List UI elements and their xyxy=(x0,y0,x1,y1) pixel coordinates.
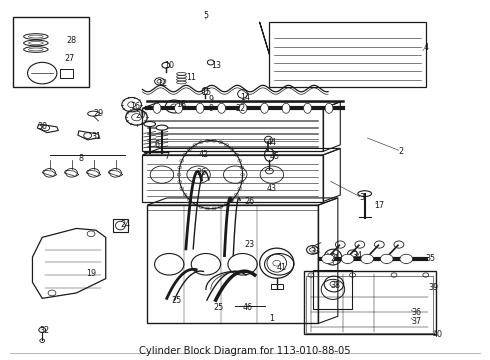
Text: 43: 43 xyxy=(267,184,277,193)
Text: 2: 2 xyxy=(399,147,404,156)
Text: 40: 40 xyxy=(433,330,443,339)
Bar xyxy=(143,108,323,151)
Text: 19: 19 xyxy=(86,269,96,278)
Text: 36: 36 xyxy=(411,308,421,317)
Bar xyxy=(13,17,89,87)
Text: 35: 35 xyxy=(426,255,436,264)
Ellipse shape xyxy=(174,103,182,113)
Ellipse shape xyxy=(239,103,247,113)
Text: 1: 1 xyxy=(270,314,274,323)
Bar xyxy=(314,270,352,309)
Text: 25: 25 xyxy=(213,303,223,312)
Text: 14: 14 xyxy=(240,93,250,102)
Text: 15: 15 xyxy=(201,87,211,96)
Text: 44: 44 xyxy=(267,138,277,147)
Text: 32: 32 xyxy=(40,326,49,335)
Bar xyxy=(113,220,128,232)
Text: 9: 9 xyxy=(208,95,213,104)
Text: 39: 39 xyxy=(428,283,438,292)
Text: 17: 17 xyxy=(374,201,385,210)
Ellipse shape xyxy=(361,254,373,264)
Text: 24: 24 xyxy=(120,220,130,229)
Text: 29: 29 xyxy=(93,109,103,118)
Text: 4: 4 xyxy=(423,43,428,52)
Ellipse shape xyxy=(380,254,393,264)
Ellipse shape xyxy=(341,254,354,264)
Text: 46: 46 xyxy=(243,303,252,312)
Text: 33: 33 xyxy=(311,247,321,256)
Text: 25: 25 xyxy=(172,296,182,305)
Text: 10: 10 xyxy=(164,61,174,70)
Text: 5: 5 xyxy=(203,10,208,19)
Ellipse shape xyxy=(196,103,204,113)
Ellipse shape xyxy=(218,103,225,113)
Bar xyxy=(270,22,426,87)
Text: 21: 21 xyxy=(330,255,341,264)
Text: 31: 31 xyxy=(91,132,101,141)
Text: 26: 26 xyxy=(245,197,255,206)
Text: 18: 18 xyxy=(176,100,187,109)
Ellipse shape xyxy=(261,103,269,113)
Text: 20: 20 xyxy=(135,111,145,120)
Bar xyxy=(147,205,318,323)
Text: 27: 27 xyxy=(64,54,74,63)
Text: 41: 41 xyxy=(277,264,287,273)
Ellipse shape xyxy=(400,254,413,264)
Text: 6: 6 xyxy=(154,140,160,149)
Text: 7: 7 xyxy=(164,152,170,161)
Text: 8: 8 xyxy=(79,154,84,163)
Text: 30: 30 xyxy=(37,122,47,131)
Text: 38: 38 xyxy=(330,281,341,290)
Bar xyxy=(271,284,283,289)
Text: Cylinder Block Diagram for 113-010-88-05: Cylinder Block Diagram for 113-010-88-05 xyxy=(139,346,351,356)
Text: 9: 9 xyxy=(208,104,213,113)
Text: 13: 13 xyxy=(211,61,220,70)
Text: 34: 34 xyxy=(352,251,363,260)
Bar xyxy=(304,271,436,334)
Ellipse shape xyxy=(325,103,333,113)
Text: 12: 12 xyxy=(157,79,167,88)
Bar xyxy=(60,69,73,78)
Text: 37: 37 xyxy=(411,317,421,326)
Ellipse shape xyxy=(153,103,161,113)
Text: 16: 16 xyxy=(130,102,140,111)
Ellipse shape xyxy=(322,254,334,264)
Ellipse shape xyxy=(144,122,156,127)
Text: 11: 11 xyxy=(186,73,196,82)
Bar xyxy=(306,276,433,333)
Text: 23: 23 xyxy=(245,240,255,249)
Ellipse shape xyxy=(304,103,312,113)
Text: 3: 3 xyxy=(360,193,365,202)
Bar xyxy=(143,155,323,202)
Text: 28: 28 xyxy=(67,36,76,45)
Ellipse shape xyxy=(282,103,290,113)
Text: 26: 26 xyxy=(196,168,206,177)
Text: 45: 45 xyxy=(269,152,279,161)
Text: 22: 22 xyxy=(235,104,245,113)
Text: 42: 42 xyxy=(198,150,209,159)
Ellipse shape xyxy=(156,125,168,130)
